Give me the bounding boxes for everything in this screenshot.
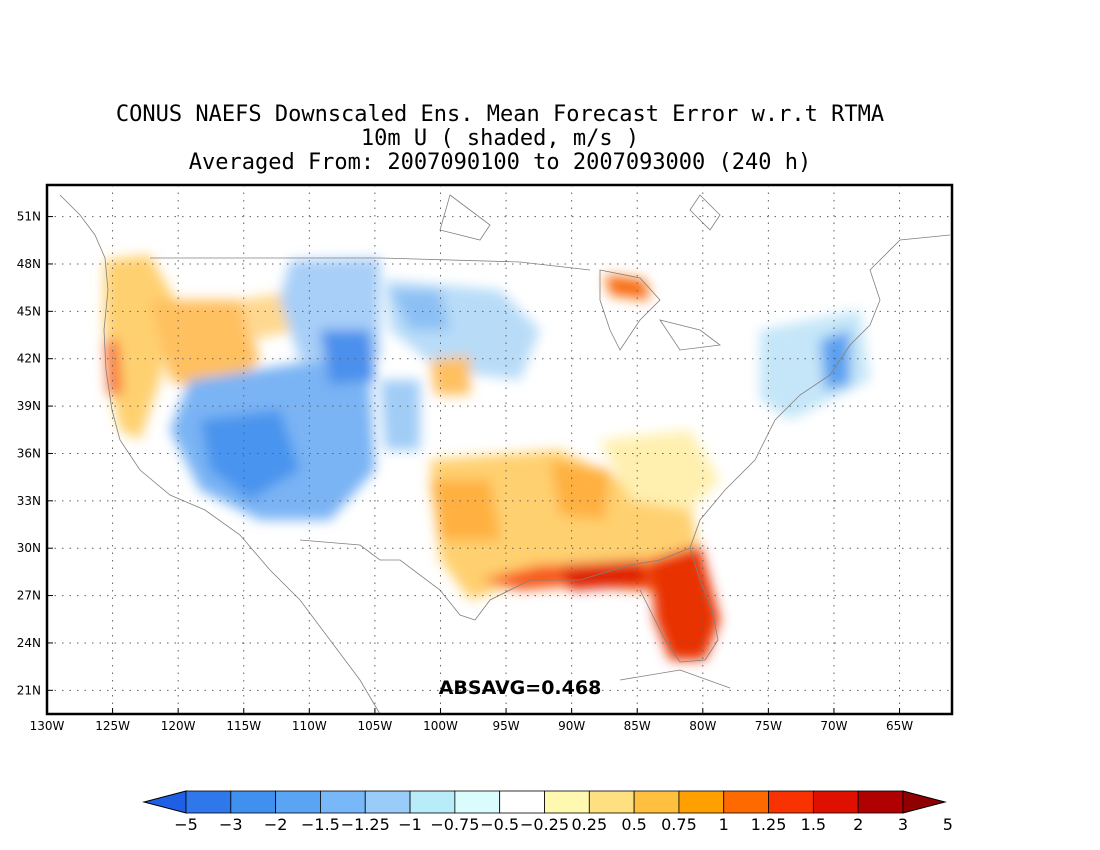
- lon-tick-label: 90W: [558, 719, 585, 733]
- colorbar-label: −5: [174, 815, 198, 834]
- lon-tick-label: 65W: [886, 719, 913, 733]
- colorbar-arrow-low: [142, 790, 187, 814]
- lat-tick-label: 36N: [17, 446, 41, 460]
- colorbar-label: −0.5: [480, 815, 519, 834]
- lon-tick-label: 110W: [292, 719, 327, 733]
- lon-tick-label: 115W: [226, 719, 261, 733]
- colorbar-label: −1.5: [301, 815, 340, 834]
- colorbar-segment: [409, 790, 456, 814]
- lon-tick-label: 100W: [423, 719, 458, 733]
- mexico-border: [299, 539, 476, 621]
- lon-tick-label: 105W: [358, 719, 393, 733]
- colorbar-segment: [812, 790, 859, 814]
- map-frame: [45, 183, 954, 716]
- colorbar-label: −1: [398, 815, 422, 834]
- colorbar-segment: [230, 790, 277, 814]
- colorbar-segment: [275, 790, 321, 814]
- colorbar-label: −2: [264, 815, 288, 834]
- colorbar-segment: [544, 790, 590, 814]
- colorbar-segment: [454, 790, 501, 814]
- field-region-florida: [650, 545, 720, 660]
- colorbar-segment: [588, 790, 635, 814]
- lat-tick-label: 51N: [17, 210, 41, 224]
- colorbar-label: −3: [219, 815, 243, 834]
- colorbar-label: 0.25: [572, 815, 608, 834]
- field-region-new-england-coast: [820, 330, 850, 390]
- lat-tick-label: 33N: [17, 494, 41, 508]
- colorbar: −5 −3 −2 −1.5 −1.25 −1 −0.75 −0.5 −0.25 0.25 0.5 0.…: [142, 790, 953, 834]
- colorbar-segment: [320, 790, 366, 814]
- colorbar-label: 2: [853, 815, 863, 834]
- chart-subtitle-period: Averaged From: 2007090100 to 2007093000 …: [188, 150, 812, 175]
- absavg-annotation: ABSAVG=0.468: [439, 677, 602, 699]
- colorbar-segment: [768, 790, 814, 814]
- lon-tick-label: 125W: [95, 719, 130, 733]
- lon-tick-label: 85W: [624, 719, 651, 733]
- colorbar-segment: [678, 790, 725, 814]
- field-region-lake-superior: [605, 275, 650, 300]
- colorbar-label: −0.75: [430, 815, 479, 834]
- gulf-coastline: [474, 547, 719, 663]
- lat-tick-label: 48N: [17, 257, 41, 271]
- lat-tick-label: 24N: [17, 636, 41, 650]
- canada-border: [150, 257, 591, 271]
- field-region-dakotas: [390, 290, 450, 330]
- lat-tick-label: 27N: [17, 589, 41, 603]
- lon-tick-label: 95W: [492, 719, 519, 733]
- field-region-colorado-cool: [380, 380, 420, 450]
- field-region-appalachia: [600, 430, 720, 510]
- chart-title: CONUS NAEFS Downscaled Ens. Mean Forecas…: [115, 102, 885, 127]
- colorbar-arrow-high: [902, 790, 947, 814]
- colorbar-segment: [723, 790, 769, 814]
- colorbar-label: 1.5: [801, 815, 826, 834]
- shaded-field: [104, 255, 870, 660]
- lat-tick-label: 45N: [17, 304, 41, 318]
- colorbar-label: 1.25: [751, 815, 787, 834]
- atlantic-coastline: [689, 234, 951, 549]
- cuba-outline: [619, 669, 731, 689]
- field-blobs: [104, 255, 870, 660]
- field-region-utah-cool: [200, 410, 300, 500]
- gridlines: [47, 185, 952, 714]
- lake-erie-outline: [659, 319, 722, 351]
- lon-tick-label: 70W: [820, 719, 847, 733]
- colorbar-label: −1.25: [341, 815, 390, 834]
- colorbar-label: 5: [943, 815, 953, 834]
- coastlines: [59, 194, 951, 714]
- hudson-bay-edge: [439, 194, 491, 241]
- colorbar-label: −0.25: [520, 815, 569, 834]
- colorbar-segment: [185, 790, 232, 814]
- lat-tick-label: 21N: [17, 683, 41, 697]
- lon-tick-label: 120W: [161, 719, 196, 733]
- field-region-arkansas: [550, 460, 610, 520]
- colorbar-label: 1: [719, 815, 729, 834]
- colorbar-label: 3: [898, 815, 908, 834]
- great-lakes-outline: [599, 269, 661, 351]
- lat-tick-label: 42N: [17, 352, 41, 366]
- field-region-gulf-core: [560, 560, 650, 590]
- colorbar-segment: [857, 790, 904, 814]
- colorbar-label: 0.5: [621, 815, 646, 834]
- canada-island: [689, 194, 721, 231]
- lon-tick-label: 75W: [755, 719, 782, 733]
- lon-tick-label: 80W: [689, 719, 716, 733]
- colorbar-segment: [633, 790, 680, 814]
- colorbar-segment: [364, 790, 411, 814]
- field-region-wyoming-cool: [320, 330, 375, 385]
- pacific-coastline: [59, 194, 381, 714]
- chart-subtitle-variable: 10m U ( shaded, m/s ): [360, 126, 640, 151]
- lon-tick-label: 130W: [30, 719, 65, 733]
- field-region-texas: [430, 480, 500, 540]
- field-region-oregon-coast: [105, 340, 122, 395]
- colorbar-label: 0.75: [661, 815, 697, 834]
- lat-tick-label: 30N: [17, 541, 41, 555]
- latitude-labels: 51N 48N 45N 42N 39N 36N 33N 30N 27N 24N 21N: [17, 210, 53, 697]
- colorbar-segment: [499, 790, 545, 814]
- longitude-labels: 130W 125W 120W 115W 110W 105W 100W 95W 90W 85W 80W…: [30, 708, 913, 733]
- field-region-kansas: [430, 355, 470, 395]
- lat-tick-label: 39N: [17, 399, 41, 413]
